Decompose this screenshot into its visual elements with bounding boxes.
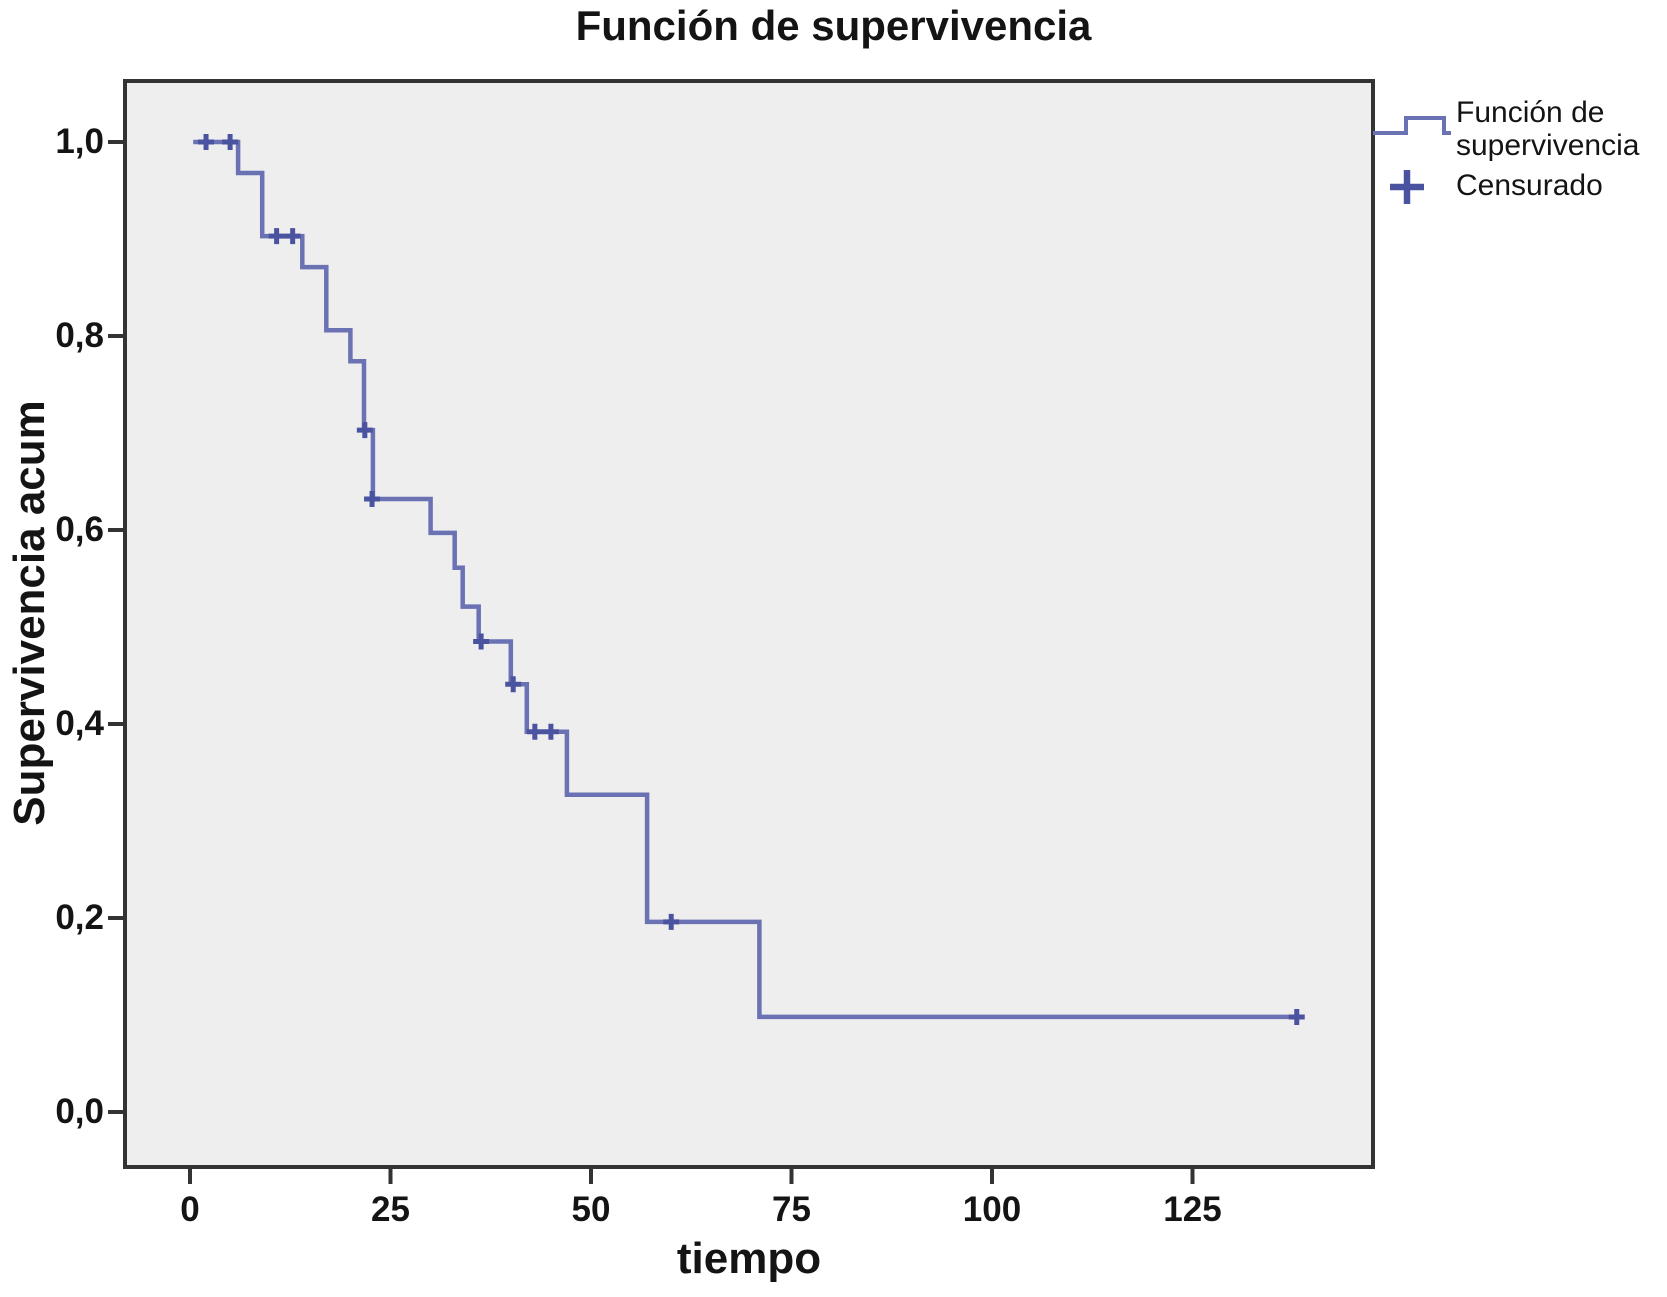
axis-tick-marks <box>108 140 1195 1184</box>
censored-plus-mark <box>505 676 522 693</box>
x-axis-title: tiempo <box>676 1234 822 1283</box>
legend-line-label: Función de supervivencia <box>1456 96 1666 162</box>
y-tick-label: 0,0 <box>55 1092 104 1131</box>
x-tick-label: 125 <box>1163 1190 1222 1229</box>
y-tick-label: 0,2 <box>55 898 104 937</box>
y-tick-label: 0,4 <box>55 704 104 743</box>
survival-curve-line <box>193 139 1301 1020</box>
censored-plus-mark <box>222 134 239 150</box>
plot-area <box>123 79 1375 1169</box>
censored-plus-mark <box>356 422 373 439</box>
legend-censored-plus-icon <box>1390 170 1424 204</box>
y-tick-label: 0,8 <box>55 316 104 355</box>
censored-plus-mark <box>542 723 559 740</box>
x-tick-label: 0 <box>180 1190 200 1229</box>
y-tick-label: 1,0 <box>55 122 104 161</box>
x-tick-label: 100 <box>962 1190 1022 1229</box>
censored-plus-mark <box>473 633 490 650</box>
x-tick-label: 50 <box>571 1190 611 1229</box>
censored-marks <box>198 134 1305 1025</box>
censored-plus-mark <box>526 723 543 740</box>
legend-step-line-icon <box>1373 116 1451 135</box>
x-tick-label: 75 <box>772 1190 811 1229</box>
legend-line-label-line1: Función de <box>1456 96 1605 129</box>
censored-plus-mark <box>268 228 285 245</box>
censored-plus-mark <box>198 134 215 150</box>
legend-censored-label: Censurado <box>1456 169 1603 202</box>
chart-title: Función de supervivencia <box>575 2 1092 49</box>
censored-plus-mark <box>364 490 381 507</box>
censored-plus-mark <box>284 228 301 245</box>
y-axis-title: Supervivencia acum <box>5 400 54 826</box>
censored-plus-mark <box>663 913 680 930</box>
legend-line-label-line2: supervivencia <box>1456 129 1640 162</box>
x-tick-label: 25 <box>371 1190 410 1229</box>
censored-plus-mark <box>1288 1008 1305 1025</box>
y-tick-label: 0,6 <box>55 510 104 549</box>
